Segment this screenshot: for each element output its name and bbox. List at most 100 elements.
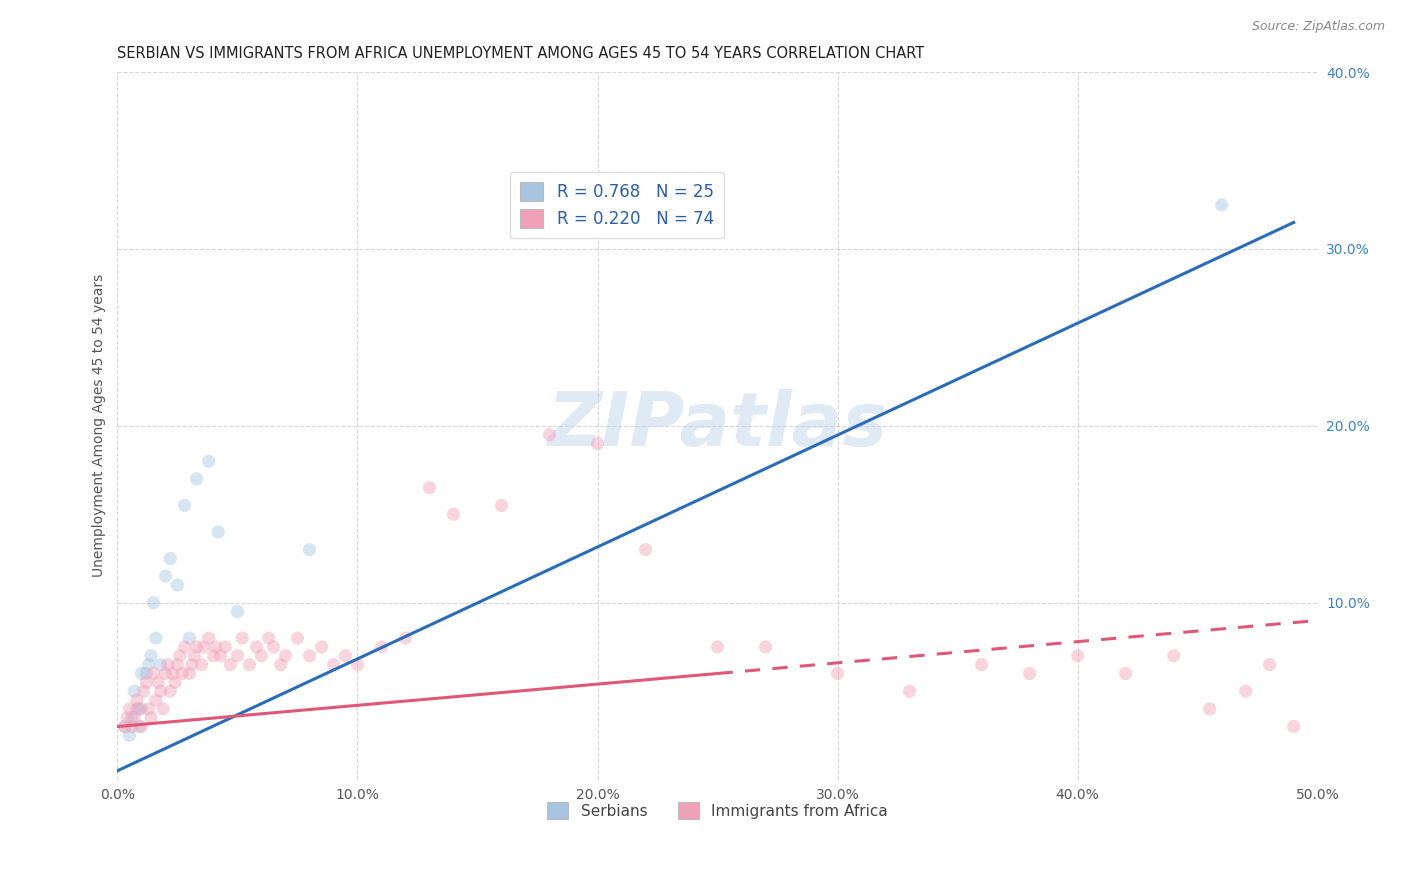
Point — [898, 684, 921, 698]
Point — [1211, 198, 1233, 212]
Point — [1066, 648, 1088, 663]
Point — [131, 702, 153, 716]
Point — [135, 666, 157, 681]
Point — [166, 657, 188, 672]
Point — [186, 472, 208, 486]
Point — [270, 657, 292, 672]
Point — [193, 640, 215, 654]
Point — [274, 648, 297, 663]
Point — [172, 666, 194, 681]
Point — [322, 657, 344, 672]
Point — [179, 631, 201, 645]
Point — [145, 693, 167, 707]
Point — [183, 648, 205, 663]
Point — [118, 728, 141, 742]
Point — [122, 684, 145, 698]
Point — [121, 720, 143, 734]
Point — [246, 640, 269, 654]
Point — [219, 657, 242, 672]
Point — [335, 648, 357, 663]
Point — [125, 693, 148, 707]
Point — [159, 551, 181, 566]
Point — [114, 720, 136, 734]
Point — [162, 666, 184, 681]
Point — [131, 666, 153, 681]
Point — [1198, 702, 1220, 716]
Point — [226, 605, 249, 619]
Point — [118, 702, 141, 716]
Point — [166, 578, 188, 592]
Point — [173, 499, 195, 513]
Point — [209, 648, 232, 663]
Point — [706, 640, 728, 654]
Point — [1282, 720, 1305, 734]
Point — [250, 648, 273, 663]
Point — [394, 631, 416, 645]
Point — [121, 711, 143, 725]
Point — [139, 711, 162, 725]
Point — [1115, 666, 1137, 681]
Point — [491, 499, 513, 513]
Point — [142, 596, 165, 610]
Point — [125, 702, 148, 716]
Point — [418, 481, 440, 495]
Point — [135, 675, 157, 690]
Point — [1163, 648, 1185, 663]
Point — [139, 648, 162, 663]
Point — [114, 720, 136, 734]
Point — [149, 684, 172, 698]
Point — [159, 684, 181, 698]
Point — [186, 640, 208, 654]
Point — [238, 657, 260, 672]
Point — [152, 702, 174, 716]
Point — [287, 631, 309, 645]
Point — [311, 640, 333, 654]
Point — [755, 640, 778, 654]
Point — [827, 666, 849, 681]
Point — [190, 657, 212, 672]
Point — [122, 711, 145, 725]
Point — [197, 454, 219, 468]
Point — [128, 720, 150, 734]
Point — [145, 631, 167, 645]
Point — [149, 657, 172, 672]
Point — [115, 711, 138, 725]
Point — [207, 524, 229, 539]
Point — [197, 631, 219, 645]
Point — [1234, 684, 1257, 698]
Point — [226, 648, 249, 663]
Point — [132, 684, 155, 698]
Point — [586, 436, 609, 450]
Legend: Serbians, Immigrants from Africa: Serbians, Immigrants from Africa — [541, 797, 894, 825]
Point — [173, 640, 195, 654]
Point — [138, 702, 160, 716]
Text: SERBIAN VS IMMIGRANTS FROM AFRICA UNEMPLOYMENT AMONG AGES 45 TO 54 YEARS CORRELA: SERBIAN VS IMMIGRANTS FROM AFRICA UNEMPL… — [118, 46, 925, 62]
Point — [169, 648, 191, 663]
Point — [128, 702, 150, 716]
Point — [1018, 666, 1040, 681]
Point — [263, 640, 285, 654]
Text: Source: ZipAtlas.com: Source: ZipAtlas.com — [1251, 20, 1385, 33]
Point — [202, 648, 225, 663]
Point — [298, 542, 321, 557]
Point — [634, 542, 657, 557]
Point — [257, 631, 280, 645]
Point — [538, 427, 561, 442]
Point — [970, 657, 993, 672]
Point — [346, 657, 368, 672]
Y-axis label: Unemployment Among Ages 45 to 54 years: Unemployment Among Ages 45 to 54 years — [93, 274, 107, 577]
Point — [138, 657, 160, 672]
Point — [156, 657, 179, 672]
Point — [370, 640, 392, 654]
Point — [1258, 657, 1281, 672]
Point — [231, 631, 253, 645]
Point — [131, 720, 153, 734]
Point — [165, 675, 187, 690]
Point — [155, 569, 177, 583]
Text: ZIPatlas: ZIPatlas — [547, 389, 887, 462]
Point — [179, 666, 201, 681]
Point — [155, 666, 177, 681]
Point — [142, 666, 165, 681]
Point — [298, 648, 321, 663]
Point — [214, 640, 236, 654]
